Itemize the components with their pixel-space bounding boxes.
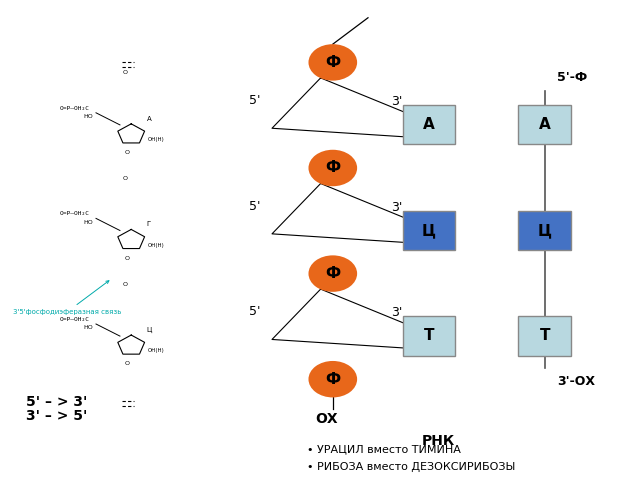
Circle shape (308, 361, 357, 397)
Text: Т: Т (424, 328, 434, 344)
Text: Т: Т (540, 328, 550, 344)
Text: O: O (122, 71, 127, 75)
Text: Ц: Ц (538, 223, 552, 238)
Text: O: O (122, 282, 127, 287)
FancyBboxPatch shape (403, 105, 455, 144)
Text: 5': 5' (249, 305, 260, 318)
Text: • РИБОЗА вместо ДЕЗОКСИРИБОЗЫ: • РИБОЗА вместо ДЕЗОКСИРИБОЗЫ (307, 462, 516, 472)
Text: 3'5'фосфодиэферазная связь: 3'5'фосфодиэферазная связь (13, 281, 121, 315)
Text: 5'-Ф: 5'-Ф (557, 71, 588, 84)
FancyBboxPatch shape (518, 211, 571, 250)
Text: O=P–OH₂C: O=P–OH₂C (60, 106, 90, 110)
Text: 3'-ОХ: 3'-ОХ (557, 375, 595, 388)
Text: 3' – > 5': 3' – > 5' (26, 409, 87, 423)
Text: A: A (147, 116, 152, 122)
Text: HO: HO (83, 325, 93, 330)
Circle shape (308, 150, 357, 186)
Text: O: O (124, 150, 129, 155)
Text: 3': 3' (391, 201, 403, 214)
Text: ОХ: ОХ (315, 412, 338, 426)
Text: OH(H): OH(H) (148, 348, 165, 353)
Text: HO: HO (83, 114, 93, 119)
Text: РНК: РНК (422, 434, 455, 448)
Text: • УРАЦИЛ вместо ТИМИНА: • УРАЦИЛ вместо ТИМИНА (307, 444, 461, 454)
Text: А: А (539, 117, 550, 132)
Text: OH(H): OH(H) (148, 243, 165, 248)
Text: O: O (124, 256, 129, 261)
Text: Ф: Ф (325, 266, 340, 281)
Text: Ц: Ц (422, 223, 436, 238)
Text: O=P–OH₂C: O=P–OH₂C (60, 211, 90, 216)
Text: Ц: Ц (147, 327, 152, 333)
Circle shape (308, 44, 357, 81)
Text: HO: HO (83, 220, 93, 225)
Text: O=P–OH₂C: O=P–OH₂C (60, 317, 90, 322)
Text: 3': 3' (391, 95, 403, 108)
Text: Ф: Ф (325, 372, 340, 387)
Text: O: O (124, 361, 129, 366)
Text: Ф: Ф (325, 160, 340, 176)
FancyBboxPatch shape (518, 105, 571, 144)
Text: OH(H): OH(H) (148, 137, 165, 142)
Circle shape (308, 255, 357, 292)
Text: Г: Г (147, 221, 151, 228)
Text: 5': 5' (249, 94, 260, 107)
Text: Ф: Ф (325, 55, 340, 70)
FancyBboxPatch shape (403, 316, 455, 356)
Text: А: А (423, 117, 435, 132)
Text: 5': 5' (249, 200, 260, 213)
FancyBboxPatch shape (403, 211, 455, 250)
Text: O: O (122, 176, 127, 181)
Text: 5' – > 3': 5' – > 3' (26, 395, 87, 408)
Text: 3': 3' (391, 306, 403, 319)
FancyBboxPatch shape (518, 316, 571, 356)
